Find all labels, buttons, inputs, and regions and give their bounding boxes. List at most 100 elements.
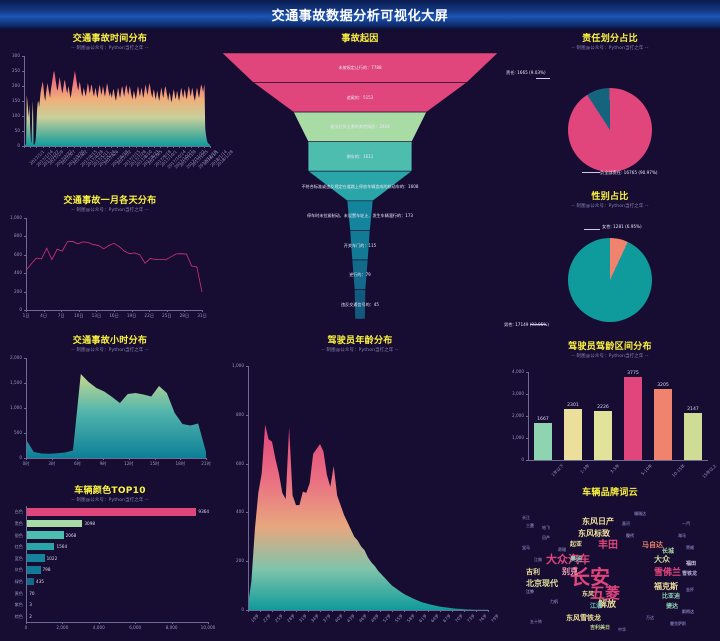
funnel-stage-label-1: 追尾的：5153	[346, 94, 374, 100]
bar-color-银色[interactable]	[26, 531, 64, 539]
wordcloud-word-金杯[interactable]: 金杯	[686, 587, 694, 592]
chart-time-distribution[interactable]: 0 50 100 150 200 250 300 2017/1/1 2017/1/14 2017/…	[4, 52, 234, 190]
chart-brand-wordcloud[interactable]: 长安 五菱 大众汽车 丰田 雪佛兰 东风日产 东风标致 北京现代 福克斯 解放 东风雪铁龙 马自达 别克…	[510, 500, 710, 636]
wordcloud-word-东风雪铁龙[interactable]: 东风雪铁龙	[566, 614, 601, 622]
wordcloud-word-福克斯[interactable]: 福克斯	[654, 582, 678, 591]
dashboard-header: 交通事故数据分析可视化大屏	[0, 0, 720, 29]
wordcloud-word-哈飞[interactable]: 哈飞	[542, 525, 550, 530]
wordcloud-word-斯柯达[interactable]: 斯柯达	[682, 609, 694, 614]
wordcloud-word-东风[interactable]: 东风	[582, 591, 595, 598]
wordcloud-word-力帆[interactable]: 力帆	[550, 599, 558, 604]
chart-driver-age[interactable]: 0 200 400 600 800 1,000 19岁 22岁 25岁 28岁 31岁 34岁 37岁 4…	[222, 354, 500, 636]
wordcloud-word-北京现代[interactable]: 北京现代	[526, 579, 558, 588]
bar-drive-years-10-15年[interactable]	[653, 389, 673, 460]
plot-hour-dist-xtick-label: 9时	[99, 461, 107, 466]
chart-hour-distribution[interactable]: 0 500 1,000 1,500 2,000 0时 3时 6时 9时 12时 15时 18时 21时	[4, 354, 216, 478]
wordcloud-word-海马[interactable]: 海马	[678, 533, 686, 538]
wordcloud-word-万达[interactable]: 万达	[646, 615, 654, 620]
wordcloud-word-日产[interactable]: 日产	[542, 535, 550, 540]
wordcloud-word-比亚迪[interactable]: 比亚迪	[662, 593, 681, 600]
plot-month-day-xtick	[149, 310, 151, 312]
bar-drive-years-1年以下[interactable]	[533, 423, 553, 460]
wordcloud-word-宝马[interactable]: 宝马	[522, 545, 530, 550]
plot-driver-age-xtick	[488, 610, 489, 612]
wordcloud-word-三菱[interactable]: 三菱	[526, 523, 534, 528]
bar-drive-years-1-3年[interactable]	[563, 409, 583, 460]
wordcloud-word-雪佛兰[interactable]: 雪佛兰	[654, 568, 682, 578]
wordcloud-word-吉利[interactable]: 吉利	[526, 568, 540, 576]
plot-driver-age-xtick	[248, 610, 249, 612]
bar-color-蓝色[interactable]	[26, 554, 45, 562]
panel-subtitle-color-top10: -- 制图@公众号：Python当打之年 --	[71, 498, 149, 503]
wordcloud-word-中华[interactable]: 中华	[618, 627, 626, 632]
chart-duty-share-pie[interactable]: 责任: 1665 (9.03%) 负全部责任: 16765 (90.97%)	[504, 52, 716, 188]
bar-value: 3	[29, 602, 32, 608]
wordcloud-word-福瑞达[interactable]: 福瑞达	[634, 511, 646, 516]
wordcloud-word-别克[interactable]: 别克	[562, 567, 578, 576]
wordcloud-word-雪铁龙[interactable]: 雪铁龙	[682, 571, 698, 577]
wordcloud-word-解放[interactable]: 解放	[598, 600, 617, 610]
plot-driver-age-ytick	[246, 610, 248, 611]
wordcloud-word-长城[interactable]: 长城	[662, 548, 675, 555]
wordcloud-word-昌河[interactable]: 昌河	[622, 521, 630, 526]
wordcloud-word-福田[interactable]: 福田	[686, 561, 697, 567]
chart-color-top10[interactable]: 9364 白色 3098 黑色 2068 银色 1564 红色 1022 蓝色 798 灰色 435 绿色…	[4, 504, 216, 636]
wordcloud-word-奥迪[interactable]: 奥迪	[570, 556, 583, 563]
wordcloud-word-江淮[interactable]: 江淮	[590, 603, 603, 610]
plot-driver-age-xtick	[440, 610, 441, 612]
wordcloud-word-起亚[interactable]: 起亚	[570, 541, 583, 548]
chart-month-day[interactable]: 0 200 400 600 800 1,000 1日 4日 7日 10日 13日 16日 19日 22日 2…	[4, 214, 216, 328]
wordcloud-word-东风标致[interactable]: 东风标致	[578, 529, 610, 538]
bar-color-红色[interactable]	[26, 542, 55, 551]
chart-accident-cause-funnel[interactable]: 未按规定让行的：7788 追尾的：5153 驶法后负全责的其他情形：2404 倒车的：…	[221, 45, 499, 327]
bar-drive-years-5-10年[interactable]	[623, 376, 643, 460]
bar-drive-years-15年以上[interactable]	[683, 412, 703, 460]
bar-color-绿色[interactable]	[26, 577, 34, 586]
wordcloud-word-江铃[interactable]: 江铃	[526, 589, 534, 594]
bar-color-白色[interactable]	[26, 508, 197, 516]
bar-color-灰色[interactable]	[26, 566, 41, 574]
wordcloud-word-江南[interactable]: 江南	[534, 557, 542, 562]
wordcloud-word-五十铃[interactable]: 五十铃	[530, 619, 542, 624]
wordcloud-word-现代[interactable]: 现代	[626, 533, 634, 538]
wordcloud-word-长安[interactable]: 长安	[570, 565, 610, 589]
plot-driver-age-ytick	[246, 561, 248, 563]
bar-category-label: 3-5年	[609, 463, 621, 475]
plot-time-dist-ytick	[22, 86, 24, 87]
wordcloud-word-大众[interactable]: 大众	[654, 555, 670, 564]
pie-slice-label-负全部责任: 负全部责任: 16765 (90.97%)	[600, 170, 658, 175]
wordcloud-word-长江[interactable]: 长江	[522, 515, 530, 520]
wordcloud-word-东风日产[interactable]: 东风日产	[582, 517, 614, 526]
wordcloud-word-雷克萨斯[interactable]: 雷克萨斯	[670, 621, 686, 626]
wordcloud-word-吉利美日[interactable]: 吉利美日	[590, 625, 611, 631]
plot-month-day-ytick	[24, 273, 26, 275]
wordcloud-word-奇瑞[interactable]: 奇瑞	[558, 547, 566, 552]
chart-drive-years[interactable]: 1667 1年以下 2301 1-3年 2226 3-5年 3775 5-10年 3205 10-…	[504, 360, 717, 484]
plot-time-dist-xtick	[48, 146, 50, 148]
plot-hour-dist-xtick	[128, 458, 130, 460]
bar-value: 798	[42, 567, 51, 573]
wordcloud-word-五菱[interactable]: 五菱	[590, 584, 621, 602]
plot-gender-pie-circle[interactable]	[568, 238, 652, 322]
chart-gender-share-pie[interactable]: 女性: 1281 (6.95%) 男性: 17149 (93.05%)	[504, 210, 716, 338]
bar-drive-years-3-5年[interactable]	[593, 411, 613, 460]
plot-driver-age-xtick	[260, 610, 261, 612]
wordcloud-word-大众汽车[interactable]: 大众汽车	[546, 553, 590, 566]
wordcloud-word-捷达[interactable]: 捷达	[666, 603, 679, 610]
plot-time-dist-xtick	[160, 146, 162, 148]
plot-hour-dist-y-axis	[26, 358, 27, 458]
wordcloud-word-荣威[interactable]: 荣威	[686, 545, 694, 550]
plot-driver-age-xtick	[308, 610, 309, 612]
plot-month-day-ytick	[24, 218, 26, 219]
plot-hour-dist-xtick	[103, 458, 105, 460]
plot-time-dist-ytick-label: 250	[12, 68, 20, 73]
wordcloud-word-一汽[interactable]: 一汽	[682, 521, 690, 526]
wordcloud-word-马自达[interactable]: 马自达	[642, 541, 663, 549]
bar-color-黑色[interactable]	[26, 519, 83, 528]
wordcloud-word-丰田[interactable]: 丰田	[598, 540, 618, 551]
plot-duty-pie-circle[interactable]	[568, 88, 652, 172]
funnel-stage-8[interactable]	[354, 289, 366, 320]
color-xtick-label: 4,000	[92, 625, 105, 630]
bar-category-label: 棕色	[14, 613, 23, 619]
